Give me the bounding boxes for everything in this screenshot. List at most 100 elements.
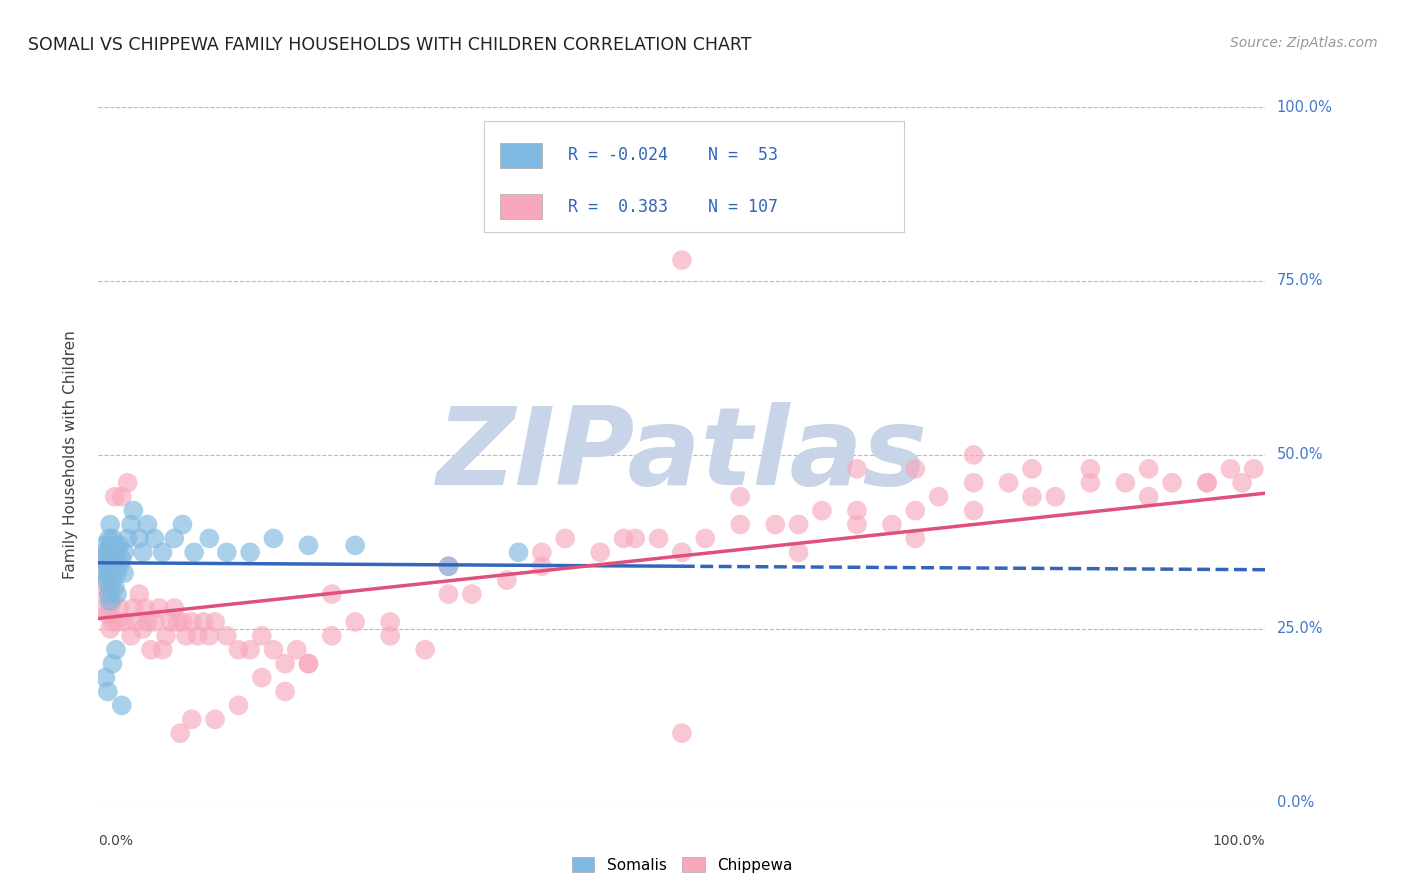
Point (98, 517, 121, 532)
Point (104, 559, 127, 574)
Point (344, 538, 367, 552)
Point (496, 573, 519, 587)
Y-axis label: Family Households with Children: Family Households with Children (63, 331, 77, 579)
Point (215, 629, 238, 643)
Text: 75.0%: 75.0% (1277, 274, 1323, 288)
Point (461, 587, 484, 601)
Point (105, 587, 128, 601)
Point (105, 566, 128, 581)
Point (136, 615, 159, 629)
Point (112, 566, 135, 581)
Text: 50.0%: 50.0% (1277, 448, 1323, 462)
Point (1137, 490, 1160, 504)
Point (98, 622, 121, 636)
Point (120, 629, 142, 643)
Point (104, 580, 127, 594)
Point (97, 684, 120, 698)
Point (97, 587, 120, 601)
Point (262, 642, 284, 657)
Point (174, 629, 197, 643)
Point (297, 657, 319, 671)
Point (380, 615, 402, 629)
Point (787, 517, 810, 532)
Point (413, 642, 436, 657)
Point (98, 559, 121, 574)
Point (94, 601, 117, 615)
Point (111, 698, 134, 713)
Point (93, 566, 115, 581)
Point (437, 587, 460, 601)
Point (101, 594, 124, 608)
Point (763, 517, 786, 532)
Point (1021, 490, 1043, 504)
Point (647, 532, 669, 546)
Point (1195, 475, 1218, 490)
Point (904, 503, 927, 517)
Point (122, 503, 145, 517)
Point (962, 448, 984, 462)
Point (108, 538, 131, 552)
Point (589, 545, 612, 559)
Point (97, 607, 120, 622)
Point (198, 532, 221, 546)
Point (159, 615, 181, 629)
Point (239, 545, 262, 559)
Point (204, 615, 226, 629)
Point (1080, 462, 1102, 476)
Point (134, 601, 156, 615)
Point (198, 629, 221, 643)
Point (297, 538, 319, 552)
Point (730, 517, 752, 532)
Point (93, 538, 115, 552)
Point (105, 545, 128, 559)
Point (93, 552, 115, 566)
Point (94, 671, 117, 685)
Point (166, 615, 188, 629)
Point (104, 490, 127, 504)
Point (1219, 462, 1241, 476)
Point (530, 559, 553, 574)
Point (132, 622, 155, 636)
Point (997, 475, 1019, 490)
Point (112, 545, 135, 559)
Text: 100.0%: 100.0% (1277, 100, 1333, 114)
Point (98, 538, 121, 552)
Point (183, 545, 205, 559)
Point (101, 615, 124, 629)
Point (695, 532, 717, 546)
Point (215, 545, 238, 559)
Legend: Somalis, Chippewa: Somalis, Chippewa (565, 850, 799, 879)
Point (962, 475, 984, 490)
Point (1080, 475, 1102, 490)
Point (496, 184, 519, 198)
Point (128, 532, 150, 546)
Point (321, 587, 343, 601)
Point (285, 642, 308, 657)
Text: Source: ZipAtlas.com: Source: ZipAtlas.com (1230, 36, 1378, 50)
Point (163, 601, 186, 615)
Point (104, 538, 127, 552)
Point (1195, 475, 1218, 490)
Point (93, 587, 115, 601)
Point (904, 462, 927, 476)
Point (101, 532, 124, 546)
Point (97, 532, 120, 546)
Point (180, 712, 202, 726)
Point (187, 629, 209, 643)
Point (297, 657, 319, 671)
Point (128, 587, 150, 601)
Point (108, 559, 131, 574)
Point (624, 532, 647, 546)
Text: 0.0%: 0.0% (98, 834, 134, 848)
Point (98, 580, 121, 594)
Point (96, 552, 118, 566)
Point (96, 559, 118, 574)
Point (132, 545, 155, 559)
Point (228, 642, 250, 657)
Point (104, 642, 127, 657)
Point (1045, 490, 1067, 504)
Point (117, 532, 139, 546)
Point (671, 545, 693, 559)
Point (101, 573, 124, 587)
Point (97, 587, 120, 601)
